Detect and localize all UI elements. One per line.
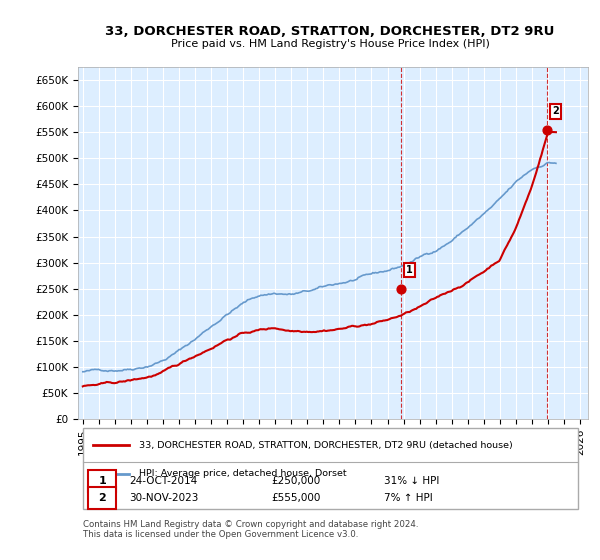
Text: Price paid vs. HM Land Registry's House Price Index (HPI): Price paid vs. HM Land Registry's House … xyxy=(170,39,490,49)
Text: 1: 1 xyxy=(406,265,413,275)
Text: 7% ↑ HPI: 7% ↑ HPI xyxy=(384,493,433,503)
Point xyxy=(396,284,406,293)
Point xyxy=(542,125,551,134)
Text: 33, DORCHESTER ROAD, STRATTON, DORCHESTER, DT2 9RU: 33, DORCHESTER ROAD, STRATTON, DORCHESTE… xyxy=(106,25,554,38)
Text: £250,000: £250,000 xyxy=(272,477,321,487)
FancyBboxPatch shape xyxy=(88,487,116,509)
Text: 2: 2 xyxy=(552,106,559,116)
Text: Contains HM Land Registry data © Crown copyright and database right 2024.
This d: Contains HM Land Registry data © Crown c… xyxy=(83,520,419,539)
Text: £555,000: £555,000 xyxy=(272,493,321,503)
Text: 1: 1 xyxy=(98,477,106,487)
FancyBboxPatch shape xyxy=(83,428,578,509)
Text: 31% ↓ HPI: 31% ↓ HPI xyxy=(384,477,439,487)
Text: HPI: Average price, detached house, Dorset: HPI: Average price, detached house, Dors… xyxy=(139,469,347,478)
Text: 2: 2 xyxy=(98,493,106,503)
Text: 33, DORCHESTER ROAD, STRATTON, DORCHESTER, DT2 9RU (detached house): 33, DORCHESTER ROAD, STRATTON, DORCHESTE… xyxy=(139,441,513,450)
FancyBboxPatch shape xyxy=(88,470,116,492)
Text: 24-OCT-2014: 24-OCT-2014 xyxy=(129,477,197,487)
Text: 30-NOV-2023: 30-NOV-2023 xyxy=(129,493,199,503)
